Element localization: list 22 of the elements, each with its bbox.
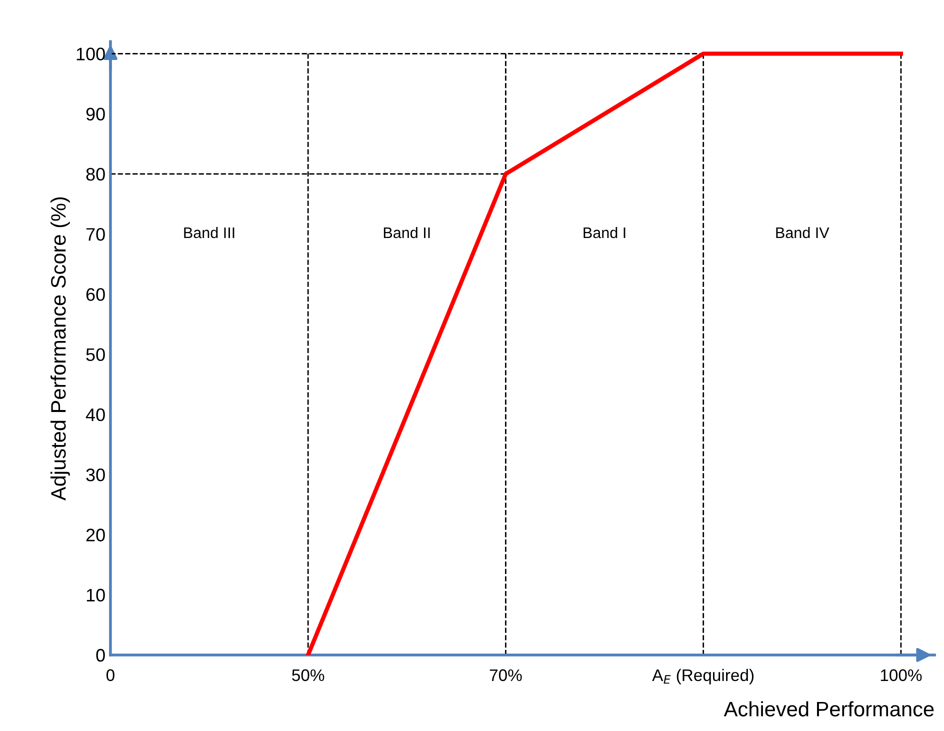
annotation: Band IV: [776, 226, 830, 238]
x-tick-label: A$_{E}$ (Required): [652, 668, 754, 684]
y-tick-label: 90: [86, 108, 105, 121]
y-tick-label: 50: [86, 348, 105, 362]
x-tick-label: 50%: [292, 669, 324, 682]
annotation: Band III: [184, 226, 234, 238]
y-tick-label: 20: [86, 528, 105, 542]
y-tick-label: 10: [86, 588, 105, 602]
x-tick-label: 0: [106, 669, 114, 682]
y-tick-label: 70: [86, 228, 105, 241]
y-tick-label: 40: [86, 408, 105, 422]
y-tick-label: 0: [96, 648, 105, 662]
y-tick-label: 80: [86, 168, 105, 181]
y-tick-label: 100: [76, 48, 105, 60]
y-axis-title: Adjusted Performance Score (%): [50, 197, 70, 501]
y-tick-label: 60: [86, 288, 105, 301]
x-tick-label: 100%: [880, 669, 922, 682]
annotation: Band I: [584, 226, 626, 238]
x-axis-title: Achieved Performance: [724, 701, 934, 716]
annotation: Band II: [384, 226, 430, 238]
y-tick-label: 30: [86, 468, 105, 482]
x-tick-label: 70%: [490, 669, 522, 682]
